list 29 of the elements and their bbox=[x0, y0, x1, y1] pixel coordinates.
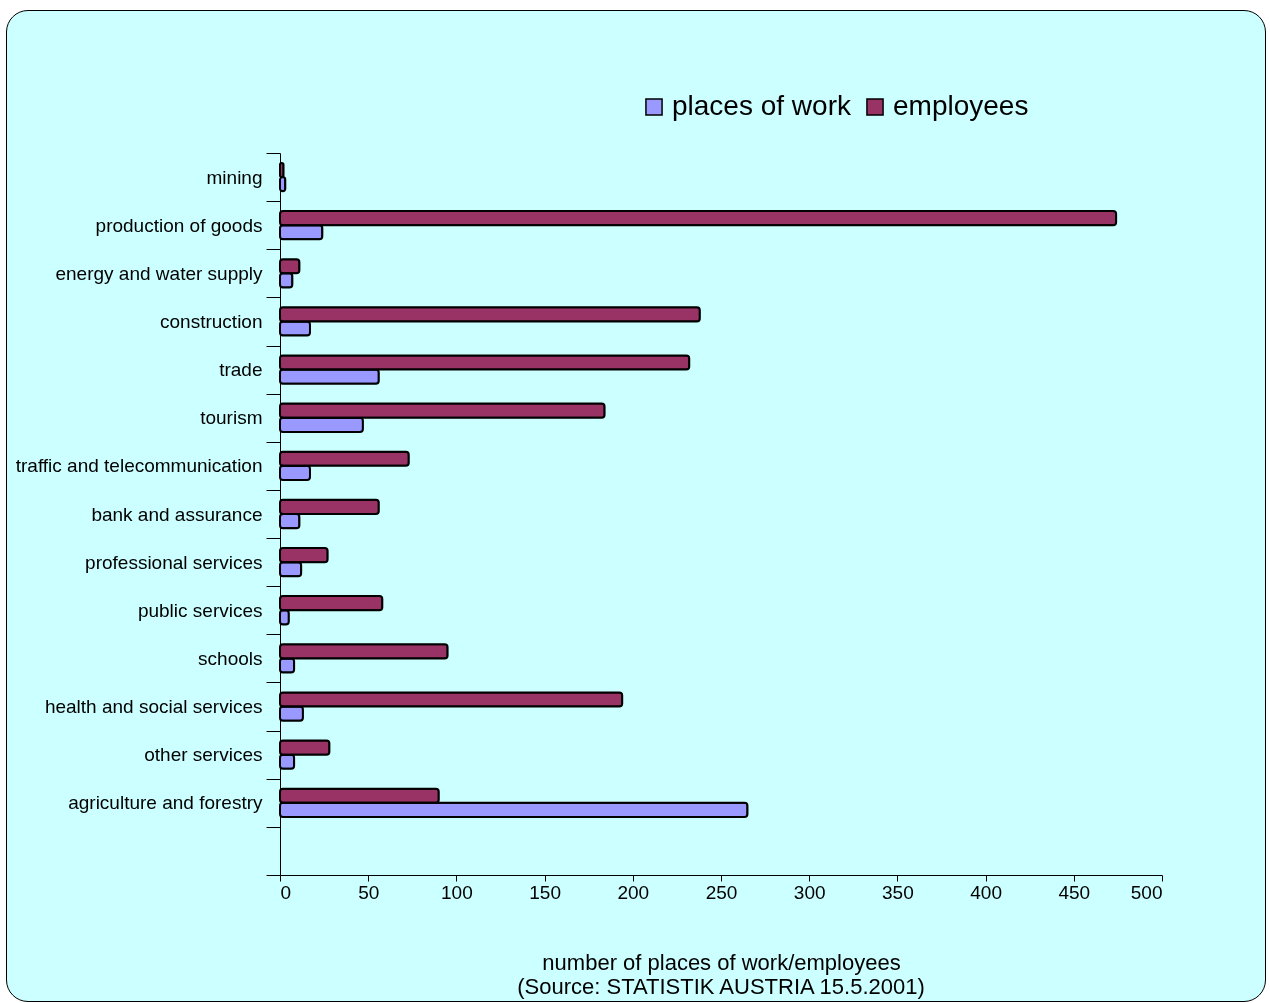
y-tick-label: trade bbox=[219, 359, 263, 381]
x-tick-label: 150 bbox=[529, 881, 561, 903]
y-tick-label: other services bbox=[144, 744, 263, 766]
y-tick-label: professional services bbox=[85, 551, 263, 573]
y-tick-label: energy and water supply bbox=[55, 262, 263, 284]
y-tick-label: tourism bbox=[200, 407, 263, 429]
x-axis-title: number of places of work/employees bbox=[542, 949, 901, 975]
y-tick-label: agriculture and forestry bbox=[68, 792, 263, 814]
x-tick-label: 50 bbox=[358, 881, 380, 903]
y-tick-label: production of goods bbox=[95, 214, 263, 236]
legend-label: places of work bbox=[672, 90, 852, 121]
y-tick-label: construction bbox=[160, 310, 263, 332]
x-tick-label: 300 bbox=[793, 881, 826, 903]
x-tick-label: 500 bbox=[1130, 881, 1163, 903]
text: (Source: STATISTIK AUSTRIA 15.5.2001) bbox=[517, 974, 925, 999]
y-tick-label: bank and assurance bbox=[91, 503, 263, 525]
y-tick-label: public services bbox=[137, 599, 263, 621]
x-tick-label: 450 bbox=[1058, 881, 1091, 903]
x-tick-label: 250 bbox=[705, 881, 738, 903]
y-tick-label: traffic and telecommunication bbox=[15, 455, 263, 477]
x-tick-label: 200 bbox=[617, 881, 650, 903]
y-tick-label: mining bbox=[206, 166, 263, 188]
y-tick-label: health and social services bbox=[44, 696, 263, 718]
x-tick-label: 400 bbox=[970, 881, 1002, 903]
x-tick-label: 0 bbox=[280, 881, 292, 903]
x-tick-label: 350 bbox=[882, 881, 914, 903]
x-tick-label: 100 bbox=[441, 881, 473, 903]
y-tick-label: schools bbox=[198, 647, 263, 669]
legend-label: employees bbox=[893, 90, 1029, 121]
